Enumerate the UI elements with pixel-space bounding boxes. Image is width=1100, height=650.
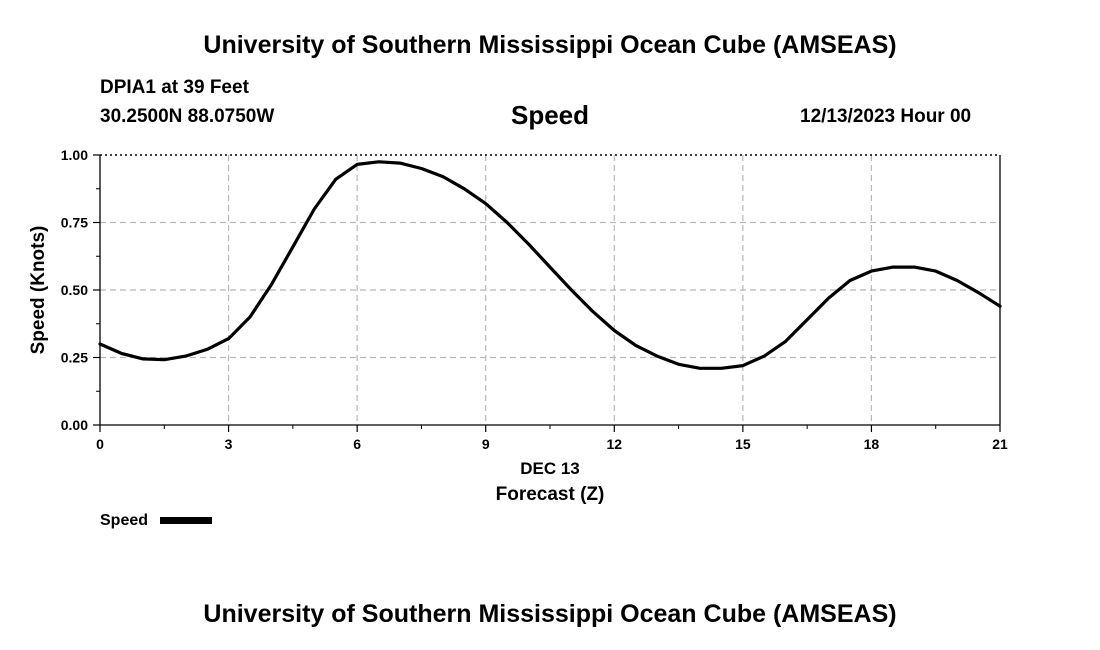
y-tick-label: 0.00	[61, 417, 88, 433]
station-label: DPIA1 at 39 Feet	[100, 77, 249, 98]
x-tick-label: 18	[864, 436, 880, 452]
x-tick-label: 21	[992, 436, 1008, 452]
y-tick-label: 0.75	[61, 215, 88, 231]
x-axis-title: Forecast (Z)	[496, 484, 605, 505]
axis-labels: 0 3 6 9 12 15 18 21 0.00 0.25 0.50 0.75 1.00	[61, 147, 1008, 452]
x-tick-label: 6	[353, 436, 361, 452]
y-tick-label: 1.00	[61, 147, 88, 163]
y-axis-title: Speed (Knots)	[28, 226, 49, 355]
legend-line-swatch	[160, 517, 212, 524]
x-tick-label: 0	[96, 436, 104, 452]
coordinates-label: 30.2500N 88.0750W	[100, 106, 275, 127]
speed-series-line	[98, 160, 1002, 370]
forecast-datetime: 12/13/2023 Hour 00	[800, 106, 972, 127]
footer-title: University of Southern Mississippi Ocean…	[203, 600, 897, 628]
legend-label: Speed	[100, 512, 148, 529]
series-layer	[98, 160, 1002, 370]
x-tick-label: 9	[482, 436, 490, 452]
x-tick-label: 3	[225, 436, 233, 452]
x-tick-label: 15	[735, 436, 751, 452]
y-tick-label: 0.25	[61, 350, 88, 366]
x-axis-date-label: DEC 13	[520, 459, 580, 478]
grid-lines	[100, 155, 1000, 425]
chart-title: Speed	[510, 100, 590, 130]
x-tick-label: 12	[606, 436, 622, 452]
axes	[93, 154, 1001, 432]
y-tick-label: 0.50	[61, 282, 88, 298]
main-title: University of Southern Mississippi Ocean…	[203, 31, 897, 59]
